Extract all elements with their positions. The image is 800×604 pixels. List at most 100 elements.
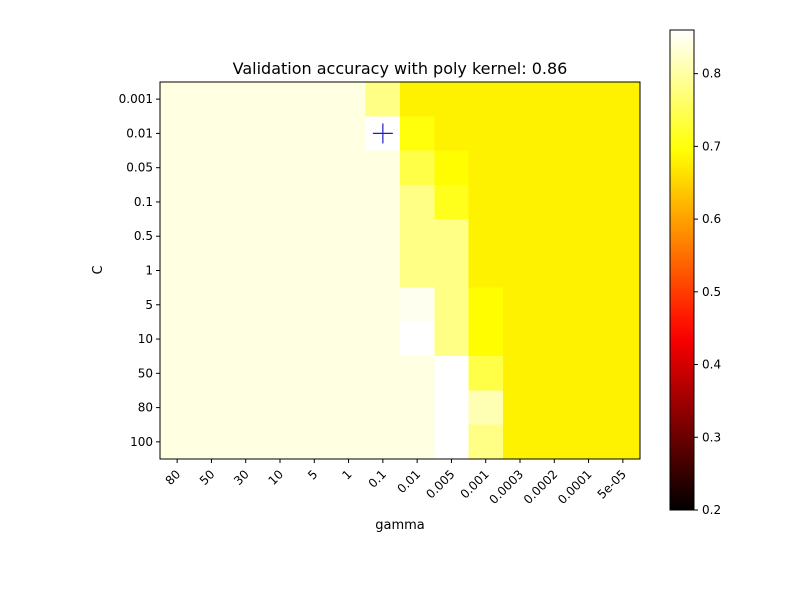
y-tick-label: 0.1 xyxy=(134,195,153,209)
heatmap-cell xyxy=(571,390,607,426)
x-tick-label: 0.01 xyxy=(394,467,423,496)
heatmap-cell xyxy=(228,116,264,152)
heatmap-cell xyxy=(160,184,195,220)
x-tick-label: 5e-05 xyxy=(595,467,629,501)
heatmap-cell xyxy=(297,424,333,460)
heatmap-cell xyxy=(468,287,504,323)
heatmap-cell xyxy=(194,82,230,117)
heatmap-cell xyxy=(571,150,607,186)
heatmap-cell xyxy=(571,321,607,357)
heatmap-cell xyxy=(434,219,470,254)
heatmap-cell xyxy=(468,253,504,289)
heatmap-cell xyxy=(468,184,504,220)
heatmap-cell xyxy=(605,287,641,323)
heatmap-cell xyxy=(434,390,470,426)
heatmap-cell xyxy=(194,150,230,186)
heatmap-cell xyxy=(502,82,538,117)
heatmap-cell xyxy=(434,116,470,152)
heatmap-cell xyxy=(228,253,264,289)
heatmap-cell xyxy=(365,321,401,357)
heatmap-cell xyxy=(160,82,195,117)
heatmap-cell xyxy=(400,321,435,357)
heatmap-cell xyxy=(468,82,504,117)
heatmap-cell xyxy=(537,321,573,357)
heatmap-cell xyxy=(331,219,367,254)
heatmap-cell xyxy=(262,356,298,392)
heatmap-cell xyxy=(400,82,435,117)
heatmap-cell xyxy=(502,150,538,186)
heatmap-cell xyxy=(468,321,504,357)
heatmap-cell xyxy=(194,390,230,426)
heatmap-cell xyxy=(537,219,573,254)
heatmap-cell xyxy=(160,356,195,392)
heatmap-cell xyxy=(194,253,230,289)
heatmap-cell xyxy=(228,390,264,426)
heatmap-cell xyxy=(400,253,435,289)
heatmap-cell xyxy=(537,150,573,186)
heatmap-cell xyxy=(262,219,298,254)
heatmap-cells xyxy=(160,82,641,460)
heatmap-cell xyxy=(537,356,573,392)
x-tick-label: 0.1 xyxy=(366,467,389,490)
heatmap-cell xyxy=(194,287,230,323)
y-tick-label: 10 xyxy=(138,332,153,346)
heatmap-cell xyxy=(571,116,607,152)
heatmap-cell xyxy=(365,424,401,460)
heatmap-cell xyxy=(434,150,470,186)
heatmap-cell xyxy=(228,150,264,186)
heatmap-cell xyxy=(297,321,333,357)
heatmap-cell xyxy=(605,219,641,254)
heatmap-cell xyxy=(605,82,641,117)
heatmap-cell xyxy=(605,424,641,460)
y-tick-label: 50 xyxy=(138,366,153,380)
heatmap-cell xyxy=(537,287,573,323)
heatmap-cell xyxy=(434,287,470,323)
heatmap-cell xyxy=(571,219,607,254)
heatmap-cell xyxy=(571,424,607,460)
heatmap-cell xyxy=(331,321,367,357)
heatmap-cell xyxy=(297,253,333,289)
heatmap-cell xyxy=(571,287,607,323)
heatmap-cell xyxy=(194,184,230,220)
heatmap-cell xyxy=(502,116,538,152)
heatmap-cell xyxy=(605,253,641,289)
x-tick-label: 80 xyxy=(163,467,184,488)
x-tick-label: 0.0001 xyxy=(555,467,595,507)
heatmap-cell xyxy=(365,219,401,254)
y-tick-label: 0.01 xyxy=(126,126,153,140)
heatmap-cell xyxy=(228,287,264,323)
heatmap-cell xyxy=(605,390,641,426)
heatmap-cell xyxy=(297,116,333,152)
x-tick-label: 0.005 xyxy=(423,467,457,501)
heatmap-cell xyxy=(194,219,230,254)
colorbar: 0.2 0.3 0.4 0.5 0.6 0.7 0.8 xyxy=(669,29,721,517)
heatmap-cell xyxy=(262,82,298,117)
heatmap-cell xyxy=(502,321,538,357)
y-axis-label: C xyxy=(91,265,106,274)
heatmap-cell xyxy=(468,116,504,152)
heatmap-cell xyxy=(194,321,230,357)
heatmap-cell xyxy=(365,184,401,220)
y-tick-label: 5 xyxy=(145,298,153,312)
heatmap-cell xyxy=(434,356,470,392)
heatmap-cell xyxy=(331,184,367,220)
heatmap-cell xyxy=(365,253,401,289)
heatmap-cell xyxy=(262,253,298,289)
x-tick-label: 50 xyxy=(197,467,218,488)
heatmap-cell xyxy=(502,356,538,392)
heatmap-cell xyxy=(228,82,264,117)
heatmap-cell xyxy=(502,219,538,254)
heatmap-cell xyxy=(434,321,470,357)
heatmap-cell xyxy=(365,390,401,426)
heatmap-cell xyxy=(160,150,195,186)
heatmap-cell xyxy=(434,184,470,220)
heatmap-cell xyxy=(331,424,367,460)
heatmap-cell xyxy=(468,150,504,186)
heatmap-cell xyxy=(331,116,367,152)
heatmap-cell xyxy=(365,287,401,323)
heatmap-cell xyxy=(468,219,504,254)
best-marker-layer xyxy=(372,123,393,144)
heatmap-cell xyxy=(228,219,264,254)
